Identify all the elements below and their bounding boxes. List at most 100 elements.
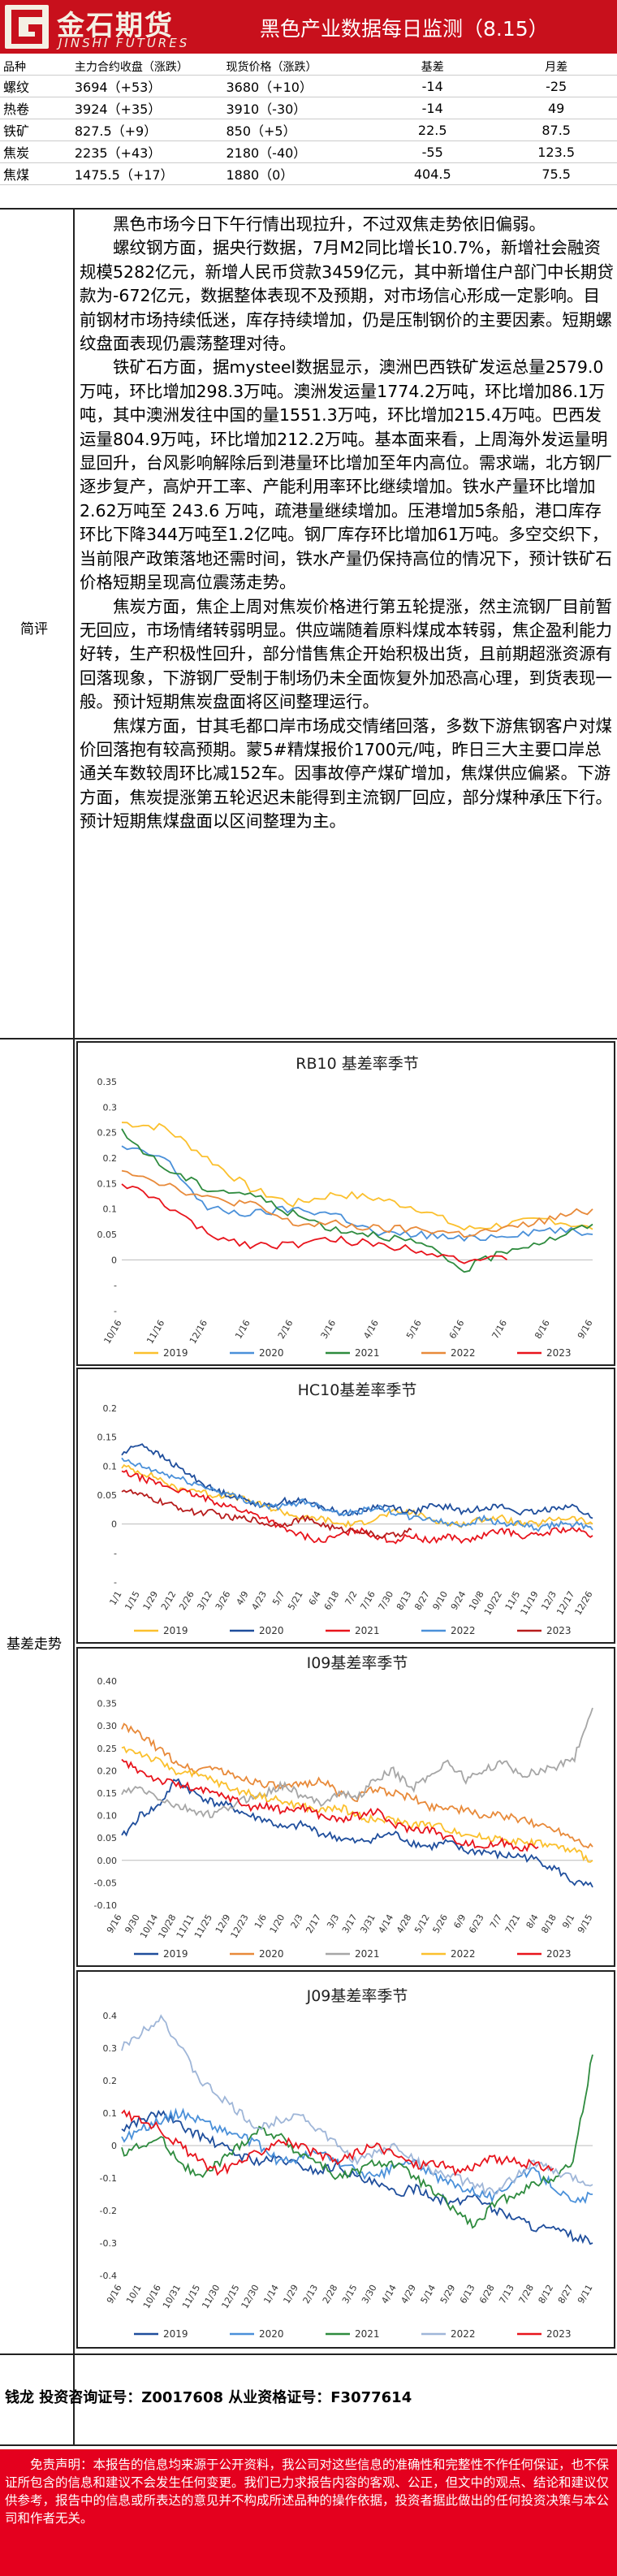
chart-title: J09基差率季节 <box>306 1987 408 2005</box>
table-cell: -14 <box>369 75 496 97</box>
legend-label: 2020 <box>259 1948 284 1960</box>
column-divider <box>73 210 75 2445</box>
x-tick-label: 8/4 <box>524 1913 541 1930</box>
table-cell: 2180（-40） <box>222 140 370 163</box>
x-tick-label: 9/10 <box>431 1589 451 1612</box>
x-tick-label: 5/29 <box>438 2283 458 2306</box>
x-tick-label: 3/12 <box>196 1589 215 1612</box>
x-tick-label: 6/4 <box>307 1589 323 1607</box>
x-tick-label: 3/31 <box>358 1913 378 1935</box>
x-tick-label: 1/1 <box>107 1589 123 1607</box>
x-tick-label: 4/14 <box>379 2283 399 2306</box>
chart-title: RB10 基差率季节 <box>296 1055 418 1073</box>
table-cell: 3924（+35） <box>71 97 223 119</box>
y-tick-label: 0.1 <box>103 1461 118 1472</box>
y-tick-label: 0.15 <box>97 1433 118 1443</box>
y-tick-label: 0 <box>111 1255 117 1265</box>
table-cell: 1880（0） <box>222 162 370 185</box>
table-cell: -14 <box>369 97 496 119</box>
legend-label: 2020 <box>259 1625 284 1636</box>
table-header-cell: 品种 <box>0 58 71 76</box>
disclaimer-text: 免责声明：本报告的信息均来源于公开资料，我公司对这些信息的准确性和完整性不作任何… <box>5 2457 610 2526</box>
table-cell: 2235（+43） <box>71 140 223 163</box>
y-tick-label: 0.1 <box>103 1204 118 1215</box>
x-tick-label: 5/12 <box>412 1913 432 1935</box>
x-tick-label: 5/21 <box>286 1589 305 1612</box>
series-line-2020 <box>121 1443 593 1519</box>
y-tick-label: - <box>114 1281 117 1291</box>
y-tick-label: 0.05 <box>97 1230 118 1240</box>
legend-label: 2019 <box>163 1625 188 1636</box>
x-tick-label: 4/16 <box>361 1318 381 1341</box>
y-tick-label: 0.15 <box>97 1788 118 1799</box>
y-tick-label: 0.25 <box>97 1744 118 1754</box>
x-tick-label: 3/15 <box>340 2283 360 2306</box>
x-tick-label: 12/26 <box>572 1589 594 1617</box>
table-cell: 87.5 <box>495 119 617 141</box>
y-tick-label: 0.30 <box>97 1721 118 1731</box>
legend-label: 2022 <box>451 1625 476 1636</box>
y-tick-label: 0.05 <box>97 1833 118 1843</box>
legend-label: 2021 <box>355 1948 380 1960</box>
comment-paragraph: 焦煤方面，甘其毛都口岸市场成交情绪回落，多数下游焦钢客户对煤价回落抱有较高预期。… <box>80 715 612 832</box>
x-tick-label: 1/15 <box>123 1589 142 1612</box>
x-tick-label: 2/26 <box>177 1589 196 1612</box>
company-logo: 金石期货 JINSHI FUTURES <box>0 0 227 54</box>
x-tick-label: 9/24 <box>449 1589 468 1612</box>
x-tick-label: 4/29 <box>399 2283 418 2306</box>
x-tick-label: 8/12 <box>537 2283 556 2306</box>
table-cell: 焦煤 <box>0 162 71 185</box>
x-tick-label: 8/18 <box>539 1913 559 1935</box>
series-line-2022 <box>121 2014 593 2197</box>
x-tick-label: 11/15 <box>180 2283 202 2310</box>
series-line-2023 <box>121 1489 412 1540</box>
legend-label: 2023 <box>546 1347 572 1359</box>
legend-label: 2020 <box>259 2328 284 2340</box>
x-tick-label: 4/9 <box>235 1589 251 1607</box>
logo-text-cn: 金石期货 <box>57 10 174 42</box>
x-tick-label: 6/16 <box>447 1318 467 1341</box>
x-tick-label: 6/23 <box>467 1913 486 1935</box>
y-tick-label: 0.40 <box>97 1676 118 1687</box>
comment-label: 简评 <box>20 621 48 638</box>
comment-paragraph: 铁矿石方面，据mysteel数据显示，澳洲巴西铁矿发运总量2579.0万吨，环比… <box>80 357 612 593</box>
x-tick-label: 7/7 <box>488 1913 504 1930</box>
legend-label: 2021 <box>355 1625 380 1636</box>
table-cell: -25 <box>495 75 617 97</box>
x-tick-label: 3/30 <box>360 2283 379 2306</box>
x-tick-label: 1/14 <box>261 2283 281 2306</box>
logo-mark-icon <box>5 5 49 49</box>
table-cell: 404.5 <box>369 162 496 185</box>
x-tick-label: 5/14 <box>419 2283 438 2306</box>
table-header-cell: 主力合约收盘（涨跌） <box>71 58 223 76</box>
table-cell: 123.5 <box>495 140 617 163</box>
x-tick-label: 7/28 <box>516 2283 536 2306</box>
x-tick-label: 9/16 <box>105 2283 124 2306</box>
x-tick-label: 10/1 <box>124 2283 144 2306</box>
comment-paragraph: 黑色市场今日下午行情出现拉升，不过双焦走势依旧偏弱。 <box>113 214 546 234</box>
series-line-2023 <box>121 1183 508 1264</box>
table-header-cell: 现货价格（涨跌） <box>222 58 370 76</box>
legend-label: 2022 <box>451 1347 476 1359</box>
x-tick-label: 7/30 <box>377 1589 396 1612</box>
y-tick-label: - <box>114 1306 117 1316</box>
table-header-cell: 月差 <box>495 58 617 76</box>
y-tick-label: 0.10 <box>97 1811 118 1822</box>
x-tick-label: 12/30 <box>239 2283 261 2310</box>
series-line-2022 <box>121 1746 593 1863</box>
x-tick-label: 2/13 <box>301 2283 321 2306</box>
x-tick-label: 6/28 <box>477 2283 497 2306</box>
table-cell: 827.5（+9） <box>71 119 223 141</box>
x-tick-label: 7/2 <box>343 1589 359 1607</box>
legend-label: 2021 <box>355 1347 380 1359</box>
x-tick-label: 2/3 <box>289 1913 305 1930</box>
legend-label: 2020 <box>259 1347 284 1359</box>
table-cell: 850（+5） <box>222 119 370 141</box>
x-tick-label: 11/19 <box>519 1589 541 1617</box>
x-tick-label: 1/6 <box>252 1913 269 1930</box>
x-tick-label: 1/29 <box>281 2283 300 2306</box>
x-tick-label: 10/31 <box>161 2283 183 2310</box>
legend-label: 2023 <box>546 2328 572 2340</box>
series-line-2020 <box>121 1145 593 1243</box>
x-tick-label: 1/29 <box>141 1589 161 1612</box>
